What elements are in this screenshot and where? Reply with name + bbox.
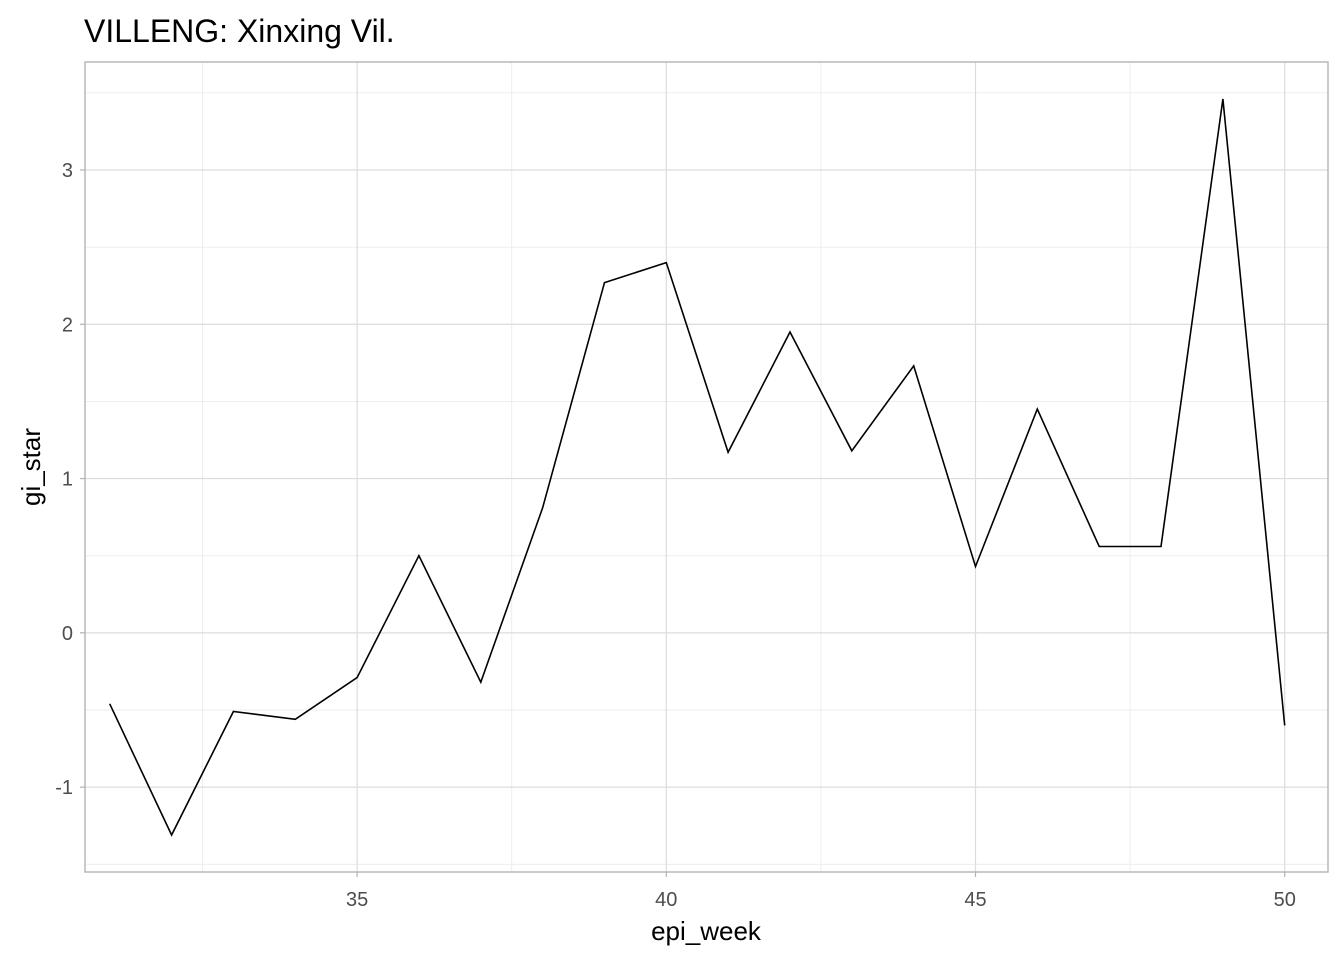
data-point: [912, 364, 915, 367]
x-tick-label: 35: [346, 889, 368, 911]
y-tick-label: 1: [62, 469, 73, 491]
data-point: [1036, 408, 1039, 411]
data-point: [850, 449, 853, 452]
data-point: [232, 710, 235, 713]
y-tick-label: 0: [62, 623, 73, 645]
data-point: [1098, 545, 1101, 548]
data-point: [1283, 724, 1286, 727]
y-axis-ticks: -1 0 1 2 3: [55, 160, 85, 799]
data-point: [356, 676, 359, 679]
data-point: [541, 506, 544, 509]
chart-title: VILLENG: Xinxing Vil.: [84, 13, 395, 49]
x-axis-title: epi_week: [651, 916, 762, 946]
data-point: [727, 451, 730, 454]
data-point: [665, 261, 668, 264]
x-axis-ticks: 35 40 45 50: [346, 872, 1296, 911]
major-gridlines: [85, 62, 1328, 872]
data-point: [1160, 545, 1163, 548]
y-tick-label: 2: [62, 314, 73, 336]
y-tick-label: 3: [62, 160, 73, 182]
data-point: [294, 718, 297, 721]
data-point: [108, 702, 111, 705]
y-tick-label: -1: [55, 777, 73, 799]
minor-gridlines: [85, 62, 1328, 872]
plot-panel-border: [84, 61, 1329, 873]
data-point: [170, 833, 173, 836]
series-layer: [108, 98, 1286, 837]
x-tick-label: 40: [655, 889, 677, 911]
data-point: [603, 281, 606, 284]
x-tick-label: 45: [964, 889, 986, 911]
data-point: [788, 331, 791, 334]
data-point: [479, 681, 482, 684]
y-axis-title: gi_star: [16, 428, 46, 506]
data-point: [974, 565, 977, 568]
data-point: [417, 554, 420, 557]
data-point: [1221, 98, 1224, 101]
x-tick-label: 50: [1274, 889, 1296, 911]
series-line: [108, 98, 1286, 837]
